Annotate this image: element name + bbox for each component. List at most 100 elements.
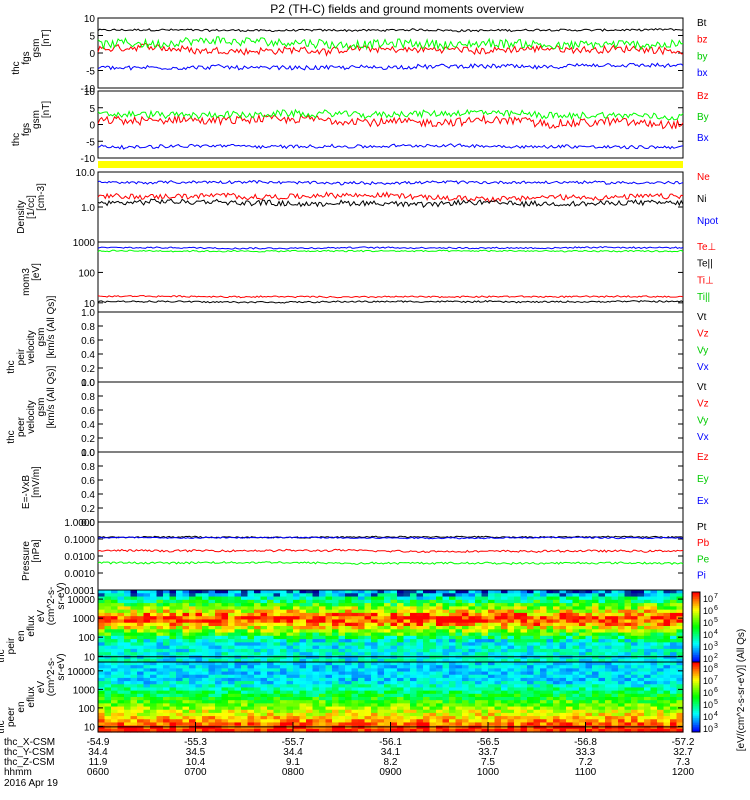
spectro-cell bbox=[592, 665, 600, 669]
spectro-cell bbox=[585, 684, 593, 689]
spectro-cell bbox=[371, 635, 379, 640]
spectro-cell bbox=[475, 697, 483, 701]
spectro-cell bbox=[676, 684, 684, 689]
spectro-cell bbox=[260, 622, 268, 627]
spectro-cell bbox=[514, 635, 522, 640]
spectro-cell bbox=[520, 706, 528, 711]
spectro-cell bbox=[644, 712, 652, 717]
spectro-cell bbox=[143, 655, 151, 660]
spectro-cell bbox=[611, 616, 619, 621]
spectro-cell bbox=[104, 642, 112, 647]
spectro-cell bbox=[670, 716, 678, 720]
spectro-cell bbox=[533, 609, 541, 614]
spectro-cell bbox=[182, 690, 190, 695]
spectro-cell bbox=[221, 599, 229, 604]
spectro-cell bbox=[215, 681, 223, 685]
spectro-cell bbox=[286, 655, 294, 660]
spectro-cell bbox=[221, 658, 229, 663]
legend-Vt: Vt bbox=[697, 382, 707, 393]
spectro-cell bbox=[416, 684, 424, 689]
spectro-cell bbox=[650, 716, 658, 720]
spectro-cell bbox=[462, 674, 470, 679]
spectro-cell bbox=[312, 687, 320, 692]
spectro-cell bbox=[663, 687, 671, 692]
spectro-cell bbox=[429, 716, 437, 720]
spectro-cell bbox=[98, 652, 106, 657]
spectro-cell bbox=[410, 668, 418, 673]
spectro-cell bbox=[234, 684, 242, 689]
spectro-cell bbox=[605, 645, 613, 650]
spectro-cell bbox=[624, 658, 632, 663]
spectro-cell bbox=[631, 606, 639, 611]
spectro-cell bbox=[533, 655, 541, 660]
colorbar-cell bbox=[692, 705, 700, 708]
spectro-cell bbox=[384, 648, 392, 653]
spectro-cell bbox=[267, 668, 275, 673]
spectro-cell bbox=[169, 681, 177, 685]
spectro-cell bbox=[540, 703, 548, 708]
spectro-cell bbox=[449, 728, 457, 733]
spectro-cell bbox=[215, 693, 223, 698]
spectro-cell bbox=[533, 687, 541, 692]
spectro-cell bbox=[130, 635, 138, 640]
spectro-cell bbox=[338, 693, 346, 698]
spectro-cell bbox=[176, 632, 184, 637]
spectro-cell bbox=[234, 626, 242, 630]
spectro-cell bbox=[624, 606, 632, 611]
spectro-cell bbox=[397, 693, 405, 698]
spectro-cell bbox=[553, 652, 561, 657]
spectro-cell bbox=[416, 655, 424, 660]
spectro-cell bbox=[442, 590, 450, 594]
spectro-cell bbox=[598, 693, 606, 698]
spectro-cell bbox=[143, 719, 151, 724]
spectro-cell bbox=[572, 712, 580, 717]
spectro-cell bbox=[657, 590, 665, 594]
spectro-cell bbox=[273, 712, 281, 717]
spectro-cell bbox=[377, 632, 385, 637]
spectro-cell bbox=[572, 728, 580, 733]
spectro-cell bbox=[241, 716, 249, 720]
spectro-cell bbox=[468, 693, 476, 698]
spectro-cell bbox=[280, 665, 288, 669]
spectro-cell bbox=[546, 635, 554, 640]
spectro-cell bbox=[520, 645, 528, 650]
spectro-cell bbox=[566, 658, 574, 663]
spectro-cell bbox=[579, 626, 587, 630]
spectro-cell bbox=[663, 648, 671, 653]
spectro-cell bbox=[299, 716, 307, 720]
orbit-value: 11.9 bbox=[89, 757, 108, 768]
spectro-cell bbox=[312, 652, 320, 657]
spectro-cell bbox=[559, 619, 567, 624]
spectro-cell bbox=[182, 609, 190, 614]
spectro-cell bbox=[611, 697, 619, 701]
spectro-cell bbox=[182, 635, 190, 640]
spectro-cell bbox=[117, 706, 125, 711]
spectro-cell bbox=[442, 616, 450, 621]
spectro-cell bbox=[488, 652, 496, 657]
spectro-cell bbox=[358, 674, 366, 679]
spectro-cell bbox=[182, 687, 190, 692]
spectro-cell bbox=[176, 668, 184, 673]
spectro-cell bbox=[156, 639, 164, 643]
spectro-cell bbox=[137, 716, 145, 720]
orbit-value: -56.5 bbox=[477, 737, 500, 748]
spectro-cell bbox=[657, 593, 665, 598]
spectro-cell bbox=[234, 645, 242, 650]
spectro-cell bbox=[442, 635, 450, 640]
spectro-cell bbox=[462, 706, 470, 711]
spectro-cell bbox=[306, 700, 314, 704]
spectro-cell bbox=[215, 619, 223, 624]
spectro-cell bbox=[299, 642, 307, 647]
spectro-cell bbox=[182, 639, 190, 643]
spectro-cell bbox=[559, 599, 567, 604]
spectro-cell bbox=[657, 616, 665, 621]
spectro-cell bbox=[455, 700, 463, 704]
spectro-cell bbox=[579, 606, 587, 611]
series-By bbox=[97, 108, 684, 121]
spectro-cell bbox=[624, 687, 632, 692]
spectro-cell bbox=[488, 599, 496, 604]
spectro-cell bbox=[429, 612, 437, 617]
spectro-cell bbox=[403, 609, 411, 614]
spectro-cell bbox=[618, 706, 626, 711]
spectro-cell bbox=[663, 645, 671, 650]
